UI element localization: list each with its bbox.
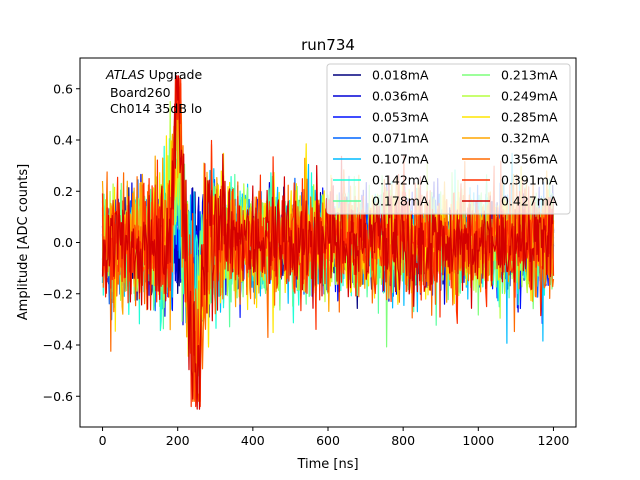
annotation-line-3: Ch014 35dB lo — [110, 101, 202, 116]
x-tick-label: 1000 — [462, 433, 494, 448]
y-tick-label: 0.0 — [53, 235, 73, 250]
legend-label: 0.107mA — [372, 152, 429, 167]
legend-label: 0.356mA — [501, 152, 558, 167]
x-tick-label: 800 — [391, 433, 415, 448]
annotation-upgrade: Upgrade — [145, 67, 203, 82]
annotation: ATLAS Upgrade Board260 Ch014 35dB lo — [105, 67, 202, 116]
legend-label: 0.391mA — [501, 173, 558, 188]
legend-label: 0.285mA — [501, 110, 558, 125]
legend-label: 0.249mA — [501, 89, 558, 104]
x-axis-label: Time [ns] — [296, 457, 358, 472]
legend-label: 0.142mA — [372, 173, 429, 188]
legend-label: 0.178mA — [372, 194, 429, 209]
y-tick-label: −0.6 — [43, 389, 73, 404]
y-tick-label: 0.4 — [53, 133, 73, 148]
y-tick-label: −0.4 — [43, 338, 73, 353]
legend-frame — [326, 63, 571, 215]
annotation-line-1: ATLAS Upgrade — [105, 67, 202, 82]
y-tick-label: 0.2 — [53, 184, 73, 199]
legend-label: 0.018mA — [372, 68, 429, 83]
legend: 0.018mA 0.036mA 0.053mA 0.071mA 0.107mA 0.142… — [326, 63, 571, 215]
series-group — [101, 75, 555, 410]
legend-label: 0.036mA — [372, 89, 429, 104]
y-tick-label: 0.6 — [53, 81, 73, 96]
chart-title: run734 — [301, 36, 355, 54]
x-axis-ticks: 0 200 400 600 800 1000 1200 — [99, 427, 570, 448]
legend-label: 0.213mA — [501, 68, 558, 83]
x-tick-label: 600 — [316, 433, 340, 448]
x-tick-label: 200 — [166, 433, 190, 448]
y-axis-label: Amplitude [ADC counts] — [16, 164, 31, 320]
legend-label: 0.427mA — [501, 194, 558, 209]
legend-label: 0.071mA — [372, 131, 429, 146]
annotation-line-2: Board260 — [110, 85, 171, 100]
x-tick-label: 0 — [99, 433, 107, 448]
legend-label: 0.053mA — [372, 110, 429, 125]
x-tick-label: 400 — [241, 433, 265, 448]
series-line — [101, 75, 555, 410]
y-axis-ticks: −0.6 −0.4 −0.2 0.0 0.2 0.4 0.6 — [43, 81, 80, 404]
y-tick-label: −0.2 — [43, 286, 73, 301]
annotation-atlas: ATLAS — [105, 67, 145, 82]
legend-label: 0.32mA — [501, 131, 550, 146]
x-tick-label: 1200 — [538, 433, 570, 448]
